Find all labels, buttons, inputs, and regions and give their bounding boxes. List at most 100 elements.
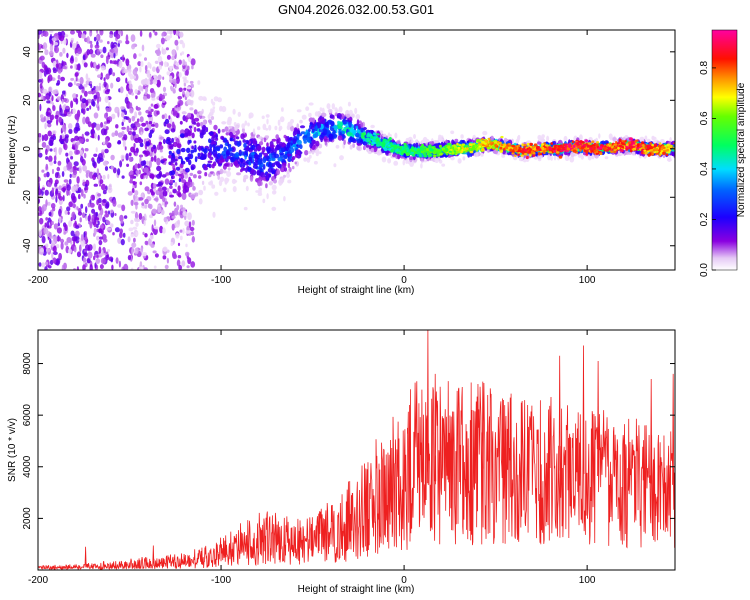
spectrogram-dot — [132, 181, 137, 185]
spectrogram-dot — [46, 120, 52, 124]
spectrogram-dot — [630, 140, 634, 144]
spectrogram-dot — [185, 230, 191, 234]
spectrogram-dot — [422, 136, 428, 144]
spectrogram-dot — [521, 143, 524, 147]
spectrogram-dot — [39, 210, 42, 215]
spectrogram-dot — [295, 153, 298, 158]
spectrogram-dot — [428, 144, 432, 147]
spectrogram-dot — [90, 43, 93, 49]
spectrogram-dot — [595, 143, 599, 147]
spectrogram-dot — [68, 178, 72, 185]
spectrogram-dot — [130, 267, 134, 270]
spectrogram-dot — [173, 30, 177, 36]
spectrogram-dot — [402, 159, 406, 166]
spectrogram-dot — [487, 137, 491, 140]
spectrogram-dot — [40, 248, 44, 253]
spectrogram-dot — [158, 182, 164, 186]
spectrogram-dot — [668, 149, 672, 152]
spectrogram-dot — [48, 232, 52, 237]
spectrogram-dot — [93, 94, 98, 100]
spectrogram-dot — [178, 264, 183, 270]
spectrogram-dot — [179, 229, 183, 233]
spectrogram-dot — [633, 147, 637, 151]
spectrogram-dot — [454, 138, 459, 143]
spectrogram-dot — [62, 47, 66, 54]
spectrogram-dot — [266, 142, 269, 148]
spectrogram-dot — [50, 203, 56, 209]
spectrogram-dot — [91, 123, 95, 129]
spectrogram-dot — [194, 156, 198, 163]
spectrogram-dot — [177, 95, 183, 100]
spectrogram-dot — [177, 242, 181, 247]
spectrogram-dot — [266, 118, 269, 125]
spectrogram-dot — [144, 57, 147, 61]
spectrogram-dot — [74, 63, 77, 70]
spectrogram-dot — [384, 140, 389, 144]
spectrogram-dot — [451, 139, 455, 145]
x-tick-label: -100 — [211, 575, 231, 586]
spectrogram-dot — [299, 119, 303, 124]
spectrogram-dot — [149, 129, 154, 134]
spectrogram-dot — [101, 149, 105, 153]
spectrogram-dot — [202, 119, 207, 126]
spectrogram-dot — [261, 146, 266, 153]
spectrogram-dot — [138, 111, 142, 116]
spectrogram-dot — [153, 154, 157, 163]
spectrogram-dot — [636, 143, 640, 147]
spectrogram-dot — [346, 113, 351, 118]
spectrogram-dot — [197, 146, 203, 151]
spectrogram-dot — [88, 40, 93, 44]
spectrogram-dot — [119, 228, 123, 234]
x-tick-label: -200 — [28, 575, 48, 586]
spectrogram-dot — [141, 44, 145, 52]
spectrogram-dot — [287, 157, 292, 163]
spectrogram-dot — [214, 191, 219, 196]
spectrogram-dot — [57, 31, 62, 36]
spectrogram-dot — [188, 221, 192, 229]
spectrogram-dot — [82, 108, 86, 115]
spectrogram-dot — [447, 145, 451, 149]
spectrogram-dot — [274, 125, 278, 131]
spectrogram-dot — [86, 107, 90, 111]
spectrogram-dot — [651, 152, 655, 156]
spectrogram-dot — [568, 145, 572, 148]
spectrogram-dot — [589, 145, 593, 148]
spectrogram-dot — [347, 101, 351, 107]
spectrogram-dot — [266, 193, 269, 200]
spectrogram-dot — [197, 80, 201, 85]
spectrogram-dot — [371, 142, 376, 145]
spectrogram-dot — [84, 131, 90, 136]
spectrogram-dot — [100, 54, 104, 58]
spectrogram-dot — [469, 150, 474, 154]
spectrogram-dot — [44, 189, 49, 196]
spectrogram-dot — [85, 80, 90, 85]
spectrogram-dot — [45, 156, 49, 160]
spectrogram-dot — [606, 144, 609, 147]
spectrogram-dot — [60, 140, 64, 145]
spectrogram-dot — [152, 250, 157, 254]
spectrogram-dot — [283, 154, 288, 160]
spectrogram-dot — [193, 121, 197, 125]
spectrogram-dot — [339, 125, 343, 130]
spectrogram-dot — [191, 219, 195, 226]
spectrogram-dot — [139, 181, 143, 186]
spectrogram-dot — [397, 153, 401, 160]
spectrogram-dot — [86, 257, 91, 264]
spectrogram-dot — [130, 234, 134, 238]
spectrogram-dot — [211, 140, 217, 146]
spectrogram-dot — [86, 36, 90, 44]
spectrogram-dot — [104, 112, 108, 119]
spectrogram-dot — [593, 149, 597, 153]
spectrogram-dot — [44, 122, 47, 130]
spectrogram-dot — [172, 253, 178, 259]
spectrogram-dot — [248, 149, 253, 153]
spectrogram-dot — [58, 208, 62, 217]
spectrogram-dot — [93, 227, 97, 236]
spectrogram-dot — [153, 198, 159, 201]
spectrogram-dot — [60, 238, 65, 244]
spectrogram-dot — [121, 204, 126, 212]
spectrogram-dot — [171, 55, 176, 61]
spectrogram-dot — [257, 158, 263, 165]
spectrogram-dot — [79, 149, 83, 155]
spectrogram-dot — [177, 219, 181, 225]
